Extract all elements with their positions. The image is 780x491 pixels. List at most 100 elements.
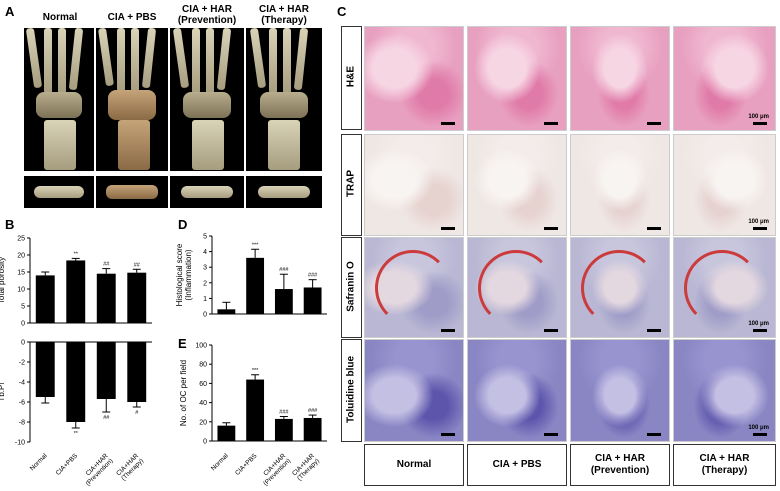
- y-axis-label-line: (Inflammation): [184, 249, 193, 300]
- panel-letter-b: B: [5, 217, 15, 232]
- col-label-line1: CIA + HAR: [699, 453, 750, 464]
- histology-image-h-e-1: [467, 26, 567, 131]
- scale-bar: [753, 227, 767, 230]
- y-tick-label: 5: [21, 304, 25, 311]
- x-tick-label: CIA+HAR(Prevention): [80, 452, 115, 487]
- scale-bar: [544, 329, 558, 332]
- ct-render-cia-pbs: [96, 28, 168, 171]
- col-label-line2: (Therapy): [701, 465, 748, 476]
- histology-image-toluidine-blue-1: [467, 339, 567, 442]
- x-tick-label-line: Normal: [210, 452, 230, 472]
- y-axis-label: Histological score(Inflammation): [175, 243, 193, 306]
- chart-histological-score: Histological score(Inflammation) 0 1 2 3 4 5 **…: [175, 234, 327, 319]
- scale-bar: [647, 122, 661, 125]
- x-tick-label-line: CIA+PBS: [55, 452, 80, 477]
- header-line1: CIA + HAR: [182, 4, 232, 15]
- row-label-box-he: [341, 26, 362, 130]
- scale-bar: [647, 329, 661, 332]
- y-tick-label: 20: [17, 253, 25, 260]
- significance-label: **: [74, 431, 79, 437]
- y-axis-label-line: Total porosity: [0, 257, 6, 304]
- histology-image-trap-0: [364, 134, 464, 236]
- bar: [66, 260, 86, 323]
- bar: [217, 309, 236, 314]
- scale-bar: [544, 122, 558, 125]
- bar: [303, 287, 322, 314]
- histology-image-safranin-o-2: [570, 237, 670, 338]
- y-tick-label: -4: [19, 380, 25, 387]
- row-label-box-toluidine: [341, 339, 362, 442]
- histology-image-toluidine-blue-3: 100 μm: [673, 339, 776, 442]
- col-label-normal: Normal: [364, 444, 464, 486]
- panel-a-col-header-prevention: CIA + HAR (Prevention): [170, 4, 244, 26]
- row-label-box-trap: [341, 134, 362, 236]
- histology-image-trap-3: 100 μm: [673, 134, 776, 236]
- significance-label: #: [135, 410, 139, 416]
- bar: [303, 417, 322, 441]
- col-label-line1: CIA + HAR: [595, 453, 645, 464]
- cartilage-stain: [581, 250, 657, 326]
- bar: [246, 379, 265, 441]
- y-tick-label: 15: [17, 270, 25, 277]
- y-tick-label: 2: [203, 280, 207, 287]
- histology-image-h-e-3: 100 μm: [673, 26, 776, 131]
- significance-label: ##: [134, 262, 141, 268]
- ct-section-prevention: [170, 176, 244, 208]
- header-line1: CIA + HAR: [259, 4, 309, 15]
- row-label-toluidine: Toluidine blue: [345, 355, 357, 424]
- col-label-line1: Normal: [396, 459, 432, 470]
- x-tick-label: Normal: [210, 452, 230, 472]
- x-tick-label: CIA+HAR(Prevention): [257, 452, 292, 487]
- ct-section-cia-pbs: [96, 176, 168, 208]
- significance-label: ###: [308, 408, 318, 414]
- y-tick-label: -2: [19, 360, 25, 367]
- significance-label: ##: [103, 262, 110, 268]
- histology-image-toluidine-blue-2: [570, 339, 670, 442]
- scale-bar-label: 100 μm: [748, 425, 769, 431]
- ct-render-prevention: [170, 28, 244, 171]
- significance-label: ###: [279, 267, 289, 273]
- col-label-line1: CIA + PBS: [492, 459, 542, 470]
- col-label-prevention: CIA + HAR (Prevention): [570, 444, 670, 486]
- y-axis-label-line: Tb.Pf: [0, 382, 6, 402]
- y-axis-label: Total porosity: [0, 257, 6, 304]
- bar: [217, 425, 236, 441]
- histology-image-trap-2: [570, 134, 670, 236]
- histology-image-safranin-o-0: [364, 237, 464, 338]
- scale-bar: [544, 227, 558, 230]
- panel-a-col-header-normal: Normal: [25, 12, 95, 23]
- y-tick-label: 0: [203, 439, 207, 446]
- x-tick-label: Normal: [29, 452, 49, 472]
- x-tick-label: CIA+HAR(Therapy): [115, 452, 145, 482]
- y-tick-label: 20: [199, 419, 207, 426]
- bar: [246, 257, 265, 314]
- chart-oc-per-field: No. of OC per field 0 20 40 60 80 100 Normal ***…: [179, 343, 327, 487]
- significance-label: ###: [279, 410, 289, 416]
- y-tick-label: 3: [203, 265, 207, 272]
- x-tick-label: CIA+HAR(Therapy): [291, 452, 321, 482]
- scale-bar: [441, 227, 455, 230]
- scale-bar-label: 100 μm: [748, 114, 769, 120]
- bar: [127, 272, 147, 323]
- histology-image-safranin-o-1: [467, 237, 567, 338]
- significance-label: ##: [103, 415, 110, 421]
- panel-letter-e: E: [178, 336, 187, 351]
- ct-render-therapy: [246, 28, 322, 171]
- histology-image-trap-1: [467, 134, 567, 236]
- y-axis-label-line: No. of OC per field: [179, 360, 188, 426]
- x-tick-label-line: CIA+PBS: [234, 452, 259, 477]
- scale-bar: [441, 433, 455, 436]
- col-label-cia-pbs: CIA + PBS: [467, 444, 567, 486]
- y-tick-label: 1: [203, 296, 207, 303]
- significance-label: **: [74, 251, 79, 257]
- cartilage-stain: [478, 250, 554, 326]
- scale-bar: [753, 433, 767, 436]
- y-tick-label: -10: [15, 440, 25, 447]
- header-line1: Normal: [42, 12, 78, 23]
- panel-letter-d: D: [178, 217, 188, 232]
- col-label-line2: (Prevention): [590, 465, 650, 476]
- histology-image-h-e-2: [570, 26, 670, 131]
- significance-label: ###: [308, 273, 318, 279]
- row-label-he: H&E: [345, 65, 357, 88]
- scale-bar: [753, 329, 767, 332]
